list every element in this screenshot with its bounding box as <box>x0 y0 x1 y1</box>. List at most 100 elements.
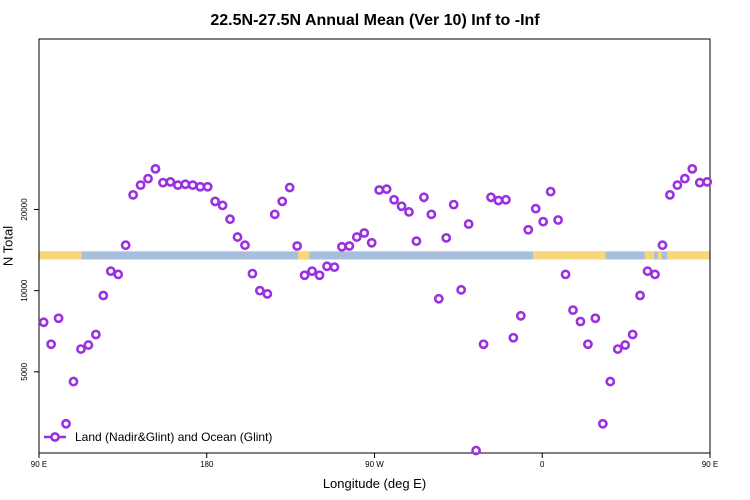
legend-label: Land (Nadir&Glint) and Ocean (Glint) <box>75 430 272 444</box>
data-point <box>240 240 250 251</box>
data-point <box>515 310 526 321</box>
data-point <box>553 215 563 225</box>
data-point <box>202 181 213 192</box>
data-point <box>471 445 481 456</box>
data-point <box>143 173 153 184</box>
data-point <box>254 285 265 296</box>
data-point <box>76 344 86 354</box>
data-point <box>493 195 504 206</box>
data-point <box>396 201 407 212</box>
data-point <box>158 177 168 188</box>
data-point <box>508 332 519 343</box>
data-point <box>612 344 623 354</box>
land-segment <box>644 251 655 260</box>
data-point <box>381 184 392 195</box>
data-point <box>210 196 221 207</box>
x-tick-label: 90 W <box>365 460 384 469</box>
data-point <box>627 329 638 340</box>
x-tick-label: 180 <box>200 460 214 469</box>
data-point <box>299 270 310 281</box>
data-point <box>530 203 541 214</box>
x-tick-label: 90 E <box>702 460 718 469</box>
data-point <box>38 317 49 328</box>
data-point <box>575 316 586 327</box>
data-point <box>568 305 578 316</box>
data-point <box>657 240 668 251</box>
data-point <box>478 339 489 350</box>
data-point <box>322 261 332 272</box>
x-tick-label: 0 <box>540 460 545 469</box>
data-point <box>128 189 139 200</box>
y-tick-label: 10000 <box>20 279 29 302</box>
data-point <box>665 189 675 200</box>
data-point <box>672 180 683 191</box>
x-tick-label: 90 E <box>31 460 47 469</box>
data-point <box>217 200 228 211</box>
data-point <box>694 177 705 188</box>
data-point <box>418 192 429 203</box>
data-point <box>344 241 355 251</box>
data-point <box>150 163 161 174</box>
ocean-band <box>39 251 710 260</box>
data-point <box>172 180 183 191</box>
data-point <box>83 340 94 350</box>
data-point <box>583 339 593 350</box>
landmask-band <box>39 251 710 260</box>
data-point <box>635 290 646 301</box>
data-point <box>486 192 496 203</box>
land-segment <box>667 251 710 260</box>
data-point <box>389 194 399 205</box>
land-segment <box>39 251 82 260</box>
data-point <box>359 228 370 238</box>
data-point <box>351 232 362 242</box>
data-point <box>120 240 131 251</box>
data-point <box>247 268 258 279</box>
data-point <box>605 376 616 387</box>
data-point <box>46 339 57 350</box>
data-point <box>336 241 347 252</box>
data-point <box>90 329 101 340</box>
land-segment <box>298 251 310 260</box>
data-point <box>642 266 653 277</box>
legend-point-marker <box>50 432 60 442</box>
data-point <box>538 216 549 227</box>
data-point <box>262 288 273 299</box>
legend: Land (Nadir&Glint) and Ocean (Glint) <box>44 430 272 444</box>
data-point <box>679 173 690 184</box>
data-point <box>277 196 288 207</box>
data-point <box>329 262 340 273</box>
data-point <box>232 232 243 242</box>
y-axis: 5000 10000 20000 <box>20 198 39 381</box>
data-point <box>441 232 452 243</box>
data-point <box>597 418 608 429</box>
data-point <box>650 269 660 280</box>
data-point <box>135 180 146 191</box>
data-point <box>590 313 601 324</box>
data-point <box>545 186 556 197</box>
data-point <box>225 214 235 225</box>
series-points <box>38 163 713 456</box>
x-axis-label: Longitude (deg E) <box>323 476 426 491</box>
y-axis-label: N Total <box>0 226 15 266</box>
land-segment <box>532 251 606 260</box>
data-point <box>687 163 698 174</box>
data-point <box>366 237 377 248</box>
data-point <box>165 176 176 187</box>
data-point <box>269 209 280 220</box>
data-point <box>180 179 191 190</box>
data-point <box>426 209 437 220</box>
x-axis: 90 E 180 90 W 0 90 E <box>31 453 718 469</box>
data-point <box>523 224 534 235</box>
data-point <box>448 199 459 210</box>
data-point <box>463 219 474 229</box>
data-point <box>307 266 317 277</box>
data-point <box>195 181 206 192</box>
data-point <box>404 207 414 217</box>
data-point <box>68 376 79 387</box>
data-point <box>433 293 444 304</box>
data-point <box>292 241 303 251</box>
data-point <box>456 284 467 295</box>
land-segment <box>657 251 662 260</box>
data-point <box>187 180 198 191</box>
